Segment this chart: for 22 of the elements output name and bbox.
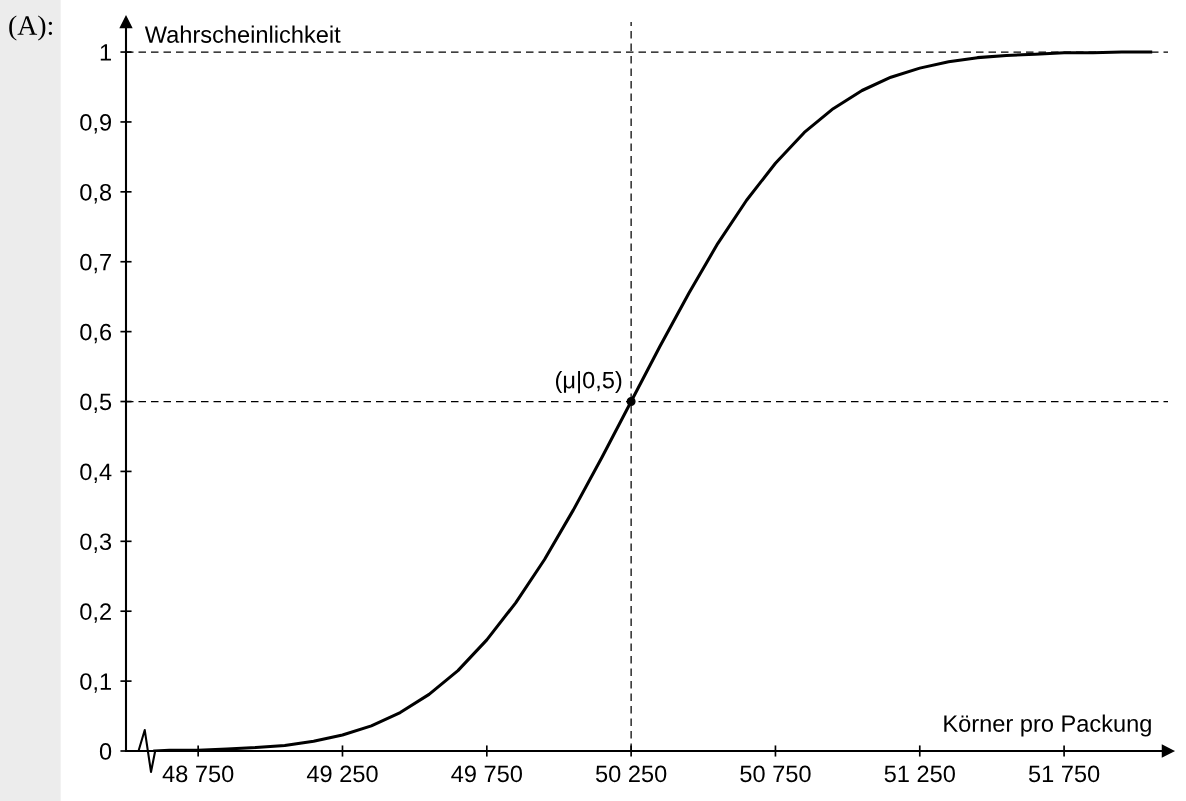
- x-tick-label: 50 250: [595, 765, 667, 783]
- x-tick-label: 51 250: [884, 765, 955, 783]
- x-tick-label: 49 250: [306, 765, 378, 783]
- x-tick-label: 49 750: [451, 765, 522, 783]
- x-tick-label: 48 750: [162, 765, 234, 783]
- y-tick-label: 0: [99, 743, 112, 760]
- y-tick-label: 0,7: [80, 253, 111, 274]
- y-tick-label: 0,6: [80, 323, 112, 344]
- y-tick-label: 0,8: [80, 183, 112, 204]
- text: (A):: [9, 15, 53, 41]
- y-tick-label: 0,1: [80, 673, 111, 693]
- y-tick-label: 0,9: [80, 114, 111, 134]
- x-axis-title: Körner pro Packung: [944, 714, 1151, 737]
- y-tick-label: 0,4: [80, 463, 112, 483]
- annotation: (μ|0,5): [555, 371, 622, 394]
- y-tick-label: 1: [100, 44, 111, 61]
- x-tick-label: 51 750: [1028, 765, 1100, 783]
- x-tick-label: 50 750: [740, 765, 811, 783]
- y-axis-title: Wahrscheinlichkeit: [144, 25, 341, 43]
- y-tick-label: 0,3: [80, 533, 112, 553]
- y-tick-label: 0,5: [80, 393, 112, 414]
- y-tick-label: 0,2: [80, 603, 111, 623]
